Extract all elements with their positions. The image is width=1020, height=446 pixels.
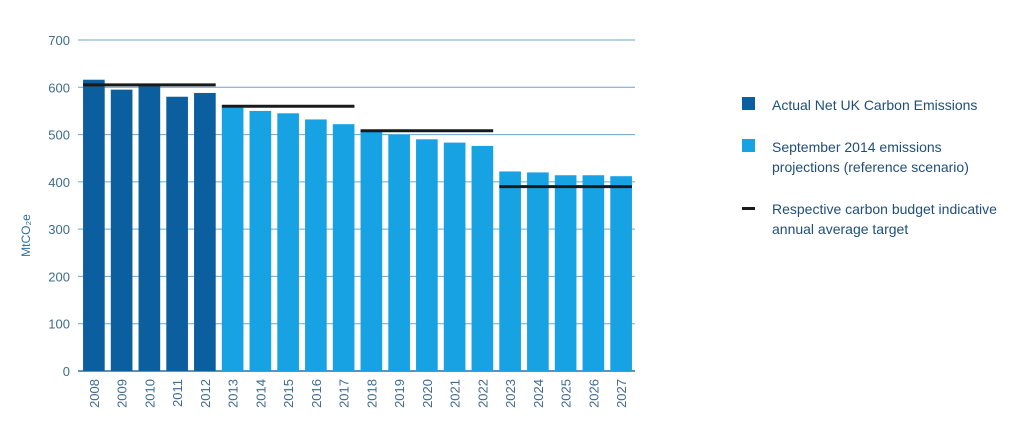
- target-lines: [83, 83, 632, 189]
- x-tick-label: 2021: [448, 379, 463, 408]
- legend-item-actual: Actual Net UK Carbon Emissions: [742, 95, 1012, 115]
- bar-projection: [416, 139, 438, 371]
- bar-actual: [138, 84, 161, 372]
- legend-line-target: [742, 207, 755, 210]
- x-tick-label: 2013: [226, 379, 241, 408]
- gridlines: [78, 39, 635, 372]
- x-tick-label: 2010: [142, 379, 157, 408]
- bar-projection: [610, 176, 632, 371]
- x-axis-ticks: 2008 2009 2010 2011 2012 2013 2014 2015 2016 2017…: [87, 379, 629, 408]
- x-tick-label: 2024: [531, 379, 546, 408]
- legend-swatch-actual: [742, 97, 755, 110]
- y-tick-label: 300: [48, 222, 70, 237]
- y-tick-label: 100: [48, 317, 70, 332]
- bar-projection: [388, 134, 410, 371]
- legend-label-target: Respective carbon budget indicative annu…: [772, 201, 997, 237]
- bar-projection: [332, 124, 355, 371]
- y-tick-label: 600: [48, 80, 70, 95]
- bar-projection: [554, 175, 577, 371]
- legend-swatch-projection: [742, 139, 755, 152]
- y-tick-label: 0: [63, 364, 70, 379]
- bar-projection: [471, 145, 494, 371]
- bar-projection: [360, 130, 383, 371]
- bar-projection: [443, 142, 466, 371]
- x-tick-label: 2027: [614, 379, 629, 408]
- bar-projection: [582, 175, 605, 371]
- bar-projection: [277, 113, 299, 372]
- legend-item-projection: September 2014 emissions projections (re…: [742, 137, 1012, 177]
- legend-label-projection: September 2014 emissions projections (re…: [772, 139, 969, 175]
- x-tick-label: 2019: [392, 379, 407, 408]
- y-tick-label: 400: [48, 175, 70, 190]
- x-tick-label: 2025: [559, 379, 574, 408]
- bars: [83, 79, 632, 372]
- legend: Actual Net UK Carbon Emissions September…: [742, 95, 1012, 261]
- x-tick-label: 2017: [337, 379, 352, 408]
- x-tick-label: 2018: [364, 379, 379, 408]
- x-tick-label: 2026: [586, 379, 601, 408]
- bar-projection: [249, 110, 272, 371]
- bar-projection: [527, 172, 549, 371]
- bar-actual: [166, 96, 188, 371]
- x-tick-label: 2011: [170, 379, 185, 407]
- x-tick-label: 2012: [198, 379, 213, 408]
- bar-actual: [110, 89, 133, 372]
- y-axis-ticks: 0 100 200 300 400 500 600 700: [48, 33, 70, 379]
- y-axis-label: MtCO₂e: [19, 214, 33, 257]
- bar-actual: [83, 79, 105, 371]
- bar-actual: [194, 92, 216, 372]
- x-tick-label: 2008: [87, 379, 102, 408]
- legend-item-target: Respective carbon budget indicative annu…: [742, 199, 1012, 239]
- bar-projection: [499, 171, 521, 371]
- legend-label-actual: Actual Net UK Carbon Emissions: [772, 97, 978, 113]
- bar-projection: [221, 107, 244, 372]
- x-tick-label: 2016: [309, 379, 324, 408]
- y-tick-label: 500: [48, 128, 70, 143]
- x-tick-label: 2022: [475, 379, 490, 408]
- x-tick-label: 2023: [503, 379, 518, 408]
- x-tick-label: 2009: [115, 379, 130, 408]
- x-tick-label: 2020: [420, 379, 435, 408]
- bar-projection: [305, 119, 327, 371]
- y-tick-label: 200: [48, 269, 70, 284]
- x-tick-label: 2015: [281, 379, 296, 408]
- x-tick-label: 2014: [253, 379, 268, 408]
- y-tick-label: 700: [48, 33, 70, 48]
